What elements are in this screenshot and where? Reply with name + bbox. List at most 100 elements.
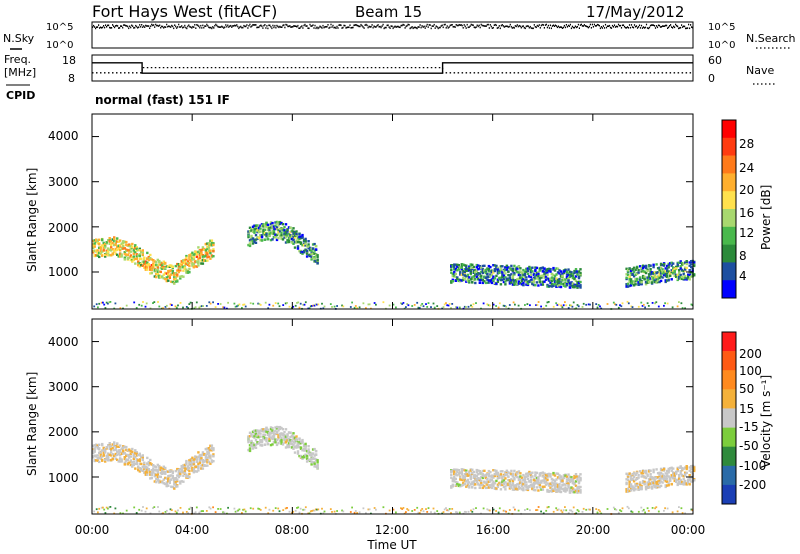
noise-point [276,24,278,27]
power-cell [101,238,104,241]
power-cell [272,229,276,233]
noise-point [167,25,169,28]
noise-point [688,23,690,26]
power-cell [487,304,490,307]
power-cell [626,282,630,285]
power-cell [164,271,167,275]
power-cbar-label: Power [dB] [759,185,773,250]
power-cell [670,270,673,274]
velocity-cell [577,489,581,493]
velocity-cell [540,488,543,491]
power-cell [662,269,666,273]
velocity-cell [135,458,138,461]
velocity-cell [93,444,96,447]
velocity-cell [555,478,558,481]
velocity-cell [179,482,182,485]
power-cell [277,224,280,227]
power-cell [265,235,268,238]
noise-point [373,25,375,27]
velocity-cell [301,441,304,444]
power-cell [456,269,459,272]
power-cell [460,273,463,277]
noise-point [327,24,329,26]
noise-point [510,25,512,28]
noise-point [325,26,327,28]
power-cell [508,304,511,306]
power-cell [538,281,542,284]
power-cell [612,301,615,304]
velocity-cell [192,458,196,461]
noise-point [104,26,106,29]
noise-point [125,24,127,27]
power-cell [535,271,539,275]
power-cell [576,304,579,306]
power-cell [96,242,99,245]
noise-point [200,24,202,27]
noise-point [505,25,507,27]
velocity-cell [114,457,117,460]
power-cell [475,274,478,277]
power-cell [147,255,150,259]
velocity-cell [511,472,515,475]
velocity-cell [275,431,279,434]
power-cell [159,263,162,267]
velocity-cell [532,479,536,482]
power-cell [212,255,215,258]
velocity-cell [571,481,575,484]
power-cell [524,304,526,306]
power-cell [471,281,474,284]
velocity-cell [331,511,333,513]
velocity-cell [451,479,454,483]
power-cell [299,235,303,238]
velocity-cell [513,476,516,480]
velocity-cell [561,479,564,482]
velocity-cell [661,477,664,480]
noise-point [306,25,308,27]
velocity-cell [250,443,253,446]
power-cell [260,223,264,226]
noise-point [222,26,224,28]
power-cell [537,276,540,279]
velocity-cell [274,507,277,509]
power-cell [171,269,174,273]
power-cell [547,267,551,271]
velocity-cell [553,474,557,477]
velocity-cell [159,468,162,472]
velocity-cell [272,440,276,444]
power-cell [259,236,262,239]
velocity-cell [669,479,672,482]
velocity-cell [505,473,509,476]
power-cell [307,240,310,243]
nave-label: Nave [746,64,774,77]
power-cell [254,224,258,227]
power-cell [278,234,282,238]
power-cell [531,270,534,273]
velocity-cell [156,469,159,472]
power-cell [678,269,681,272]
noise-point [635,25,638,27]
velocity-cell [559,480,563,483]
power-cell [280,221,283,225]
velocity-cell [459,476,462,479]
noise-point [260,24,262,27]
power-cell [678,301,680,303]
noise-point [541,23,543,26]
power-cell [125,243,128,247]
noise-point [523,26,525,29]
power-cell [526,283,530,287]
noise-point [347,26,349,28]
velocity-cell [283,431,286,434]
noise-point [254,24,256,26]
velocity-cell [564,474,567,477]
velocity-cell [579,491,582,494]
velocity-cell [282,509,285,511]
power-cell [526,280,530,284]
power-cell [486,278,489,281]
velocity-cell [307,450,310,453]
velocity-cell [546,482,549,485]
power-cell [292,227,295,230]
velocity-cell [454,468,457,471]
power-cell [640,281,643,284]
power-cell [478,278,481,282]
velocity-cell [289,431,292,434]
